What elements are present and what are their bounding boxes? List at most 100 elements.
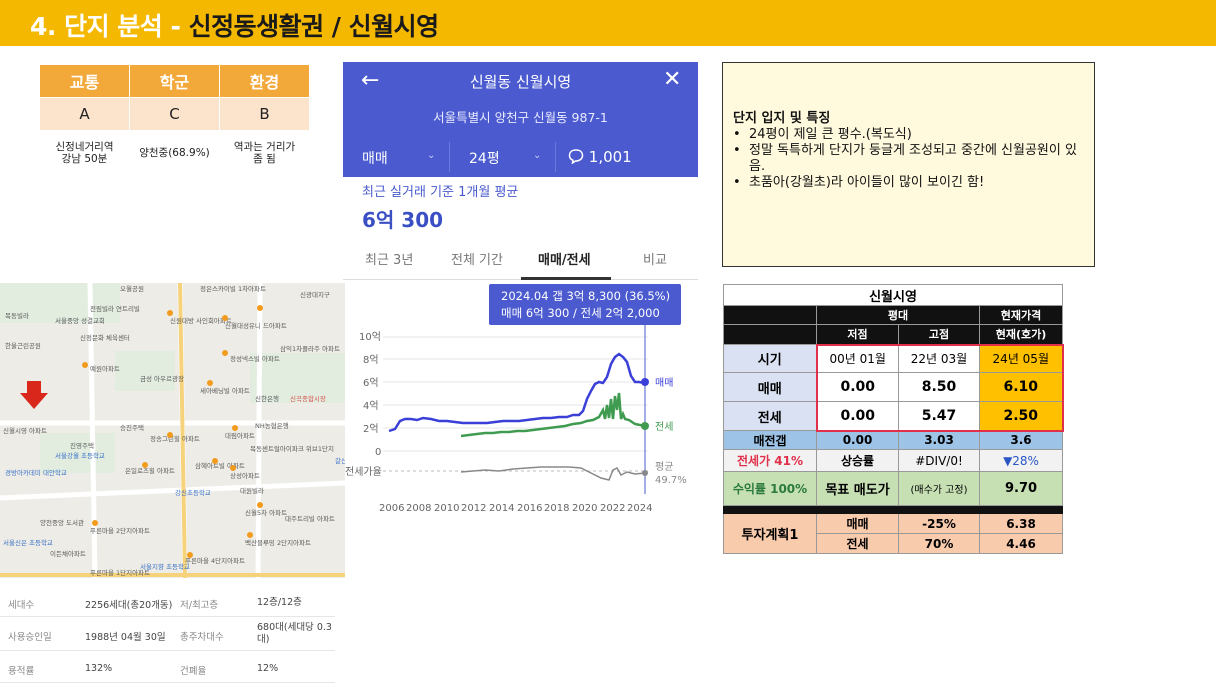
back-arrow-icon[interactable]: ← xyxy=(361,68,380,93)
tooltip-box xyxy=(489,284,681,325)
map-label: 목동빌라 xyxy=(5,311,29,320)
score-detail-environment: 역과는 거리가 좀 됨 xyxy=(219,130,310,176)
x-tick: 2012 xyxy=(461,503,486,514)
period-low: 00년 01월 xyxy=(815,343,899,373)
y-tick: 6억 xyxy=(363,377,379,389)
avg-label: 최근 실거래 기준 1개월 평균 xyxy=(362,185,519,200)
row-sale-label: 매매 xyxy=(723,372,817,402)
header-blank xyxy=(723,305,817,325)
map-label: 경방아카데미 대안학교 xyxy=(5,468,67,477)
score-table: 교통 학군 환경 A C B 신정네거리역 강남 50분 양천중(68.9%) 역… xyxy=(39,64,310,176)
rise-value: #DIV/0! xyxy=(898,449,980,472)
y-tick: 2억 xyxy=(363,423,379,435)
ratio-axis-label: 전세가율 xyxy=(345,466,382,478)
trade-type-dropdown[interactable]: 매매 xyxy=(362,151,388,167)
x-tick: 2018 xyxy=(544,503,569,514)
score-grade-school: C xyxy=(129,97,220,131)
stat-value: 12층/12층 xyxy=(257,597,302,608)
series-legend: 매매 전세 평균 49.7% xyxy=(655,377,687,486)
gap-label: 매전갭 xyxy=(723,430,817,450)
target-value: 9.70 xyxy=(978,471,1064,506)
period-now: 24년 05월 xyxy=(978,343,1064,373)
tab-all-period[interactable]: 전체 기간 xyxy=(451,253,503,268)
jeonse-marker xyxy=(641,422,649,430)
map-label: 대림아파트 xyxy=(225,431,255,440)
map-label: 정송그린힐 아파트 xyxy=(150,434,200,443)
map-label: 신광대지구 xyxy=(300,290,330,299)
chevron-down-icon: ⌄ xyxy=(427,150,436,161)
map-label: 삼혜아트빌 아파트 xyxy=(195,461,245,470)
title-prefix: 4. 단지 분석 - xyxy=(30,12,189,41)
active-tab-indicator xyxy=(521,277,611,280)
size-dropdown[interactable]: 24평 xyxy=(469,151,500,167)
map-label: 승진주택 xyxy=(120,423,144,432)
header-low: 저점 xyxy=(816,324,899,345)
header-avg: 평대 xyxy=(816,305,980,325)
tab-sale-jeonse[interactable]: 매매/전세 xyxy=(538,253,591,268)
map-label: 한울근린공원 xyxy=(5,341,41,350)
comment-button[interactable]: 1,001 xyxy=(568,146,632,166)
plan-sale-pct: -25% xyxy=(898,513,980,534)
header-high: 고점 xyxy=(898,324,980,345)
y-tick: 8억 xyxy=(363,354,379,366)
target-label: 목표 매도가 xyxy=(816,471,899,506)
sale-series-line xyxy=(388,352,646,433)
complex-title: 신월동 신월시영 xyxy=(469,73,572,91)
y-tick: 0 xyxy=(375,447,381,458)
plan-label: 투자계획1 xyxy=(723,513,817,554)
feature-item: 정말 독특하게 단지가 둥글게 조성되고 중간에 신월공원이 있음. xyxy=(733,143,1088,175)
jeonse-now: 2.50 xyxy=(978,401,1064,432)
stat-value: 12% xyxy=(257,663,279,674)
comment-count: 1,001 xyxy=(588,148,632,166)
map-label: 은일로즈힐 아파트 xyxy=(125,466,175,475)
detail-line: 강남 50분 xyxy=(61,153,108,165)
title-main: 신정동생활권 / 신월시영 xyxy=(188,12,440,41)
legend-sale: 매매 xyxy=(655,377,673,389)
x-tick: 2016 xyxy=(517,503,542,514)
map-label: 신한은행 xyxy=(255,394,279,403)
x-tick: 2014 xyxy=(489,503,514,514)
location-pin-icon xyxy=(20,381,48,409)
gap-now: 3.6 xyxy=(978,430,1064,450)
features-heading: 단지 입지 및 특징 xyxy=(733,111,831,126)
rise-now: ▼28% xyxy=(978,449,1064,472)
yield-label: 수익률 100% xyxy=(723,471,817,506)
map-canvas: 오월공원 정은스카이빌 1차아파트 신광대지구 목동빌라 전림빌라 연트리빌 서… xyxy=(0,283,345,578)
ratio-avg-value: 49.7% xyxy=(655,475,687,486)
map-label: 신월대성유니 드아파트 xyxy=(225,321,287,330)
comment-icon xyxy=(568,149,584,165)
map-label: 목동센트럴아이파크 위브1단지 xyxy=(250,444,334,453)
table-caption: 신월시영 xyxy=(722,284,1064,306)
chevron-down-icon: ⌄ xyxy=(533,150,542,161)
map-label: 이든채아파트 xyxy=(50,549,86,558)
row-period-label: 시기 xyxy=(723,344,817,373)
tab-recent-3y[interactable]: 최근 3년 xyxy=(365,253,414,268)
features-list: 24평이 제일 큰 평수.(복도식) 정말 독특하게 단지가 둥글게 조성되고 … xyxy=(733,127,1088,191)
detail-line: 좀 됨 xyxy=(253,153,276,165)
neighborhood-map[interactable]: 오월공원 정은스카이빌 1차아파트 신광대지구 목동빌라 전림빌라 연트리빌 서… xyxy=(0,283,345,578)
tab-compare[interactable]: 비교 xyxy=(643,253,667,268)
map-label: 강신초등학교 xyxy=(175,488,211,497)
gap-high: 3.03 xyxy=(898,430,980,450)
header-now-price: 현재가격 xyxy=(978,305,1064,325)
x-tick: 2008 xyxy=(406,503,431,514)
stats-row: 사용승인일 1988년 04월 30일 총주차대수 680대(세대당 0.3대) xyxy=(0,617,335,651)
close-icon[interactable]: ✕ xyxy=(663,67,682,92)
map-label: 전림빌라 연트리빌 xyxy=(90,304,140,313)
header-blank xyxy=(723,324,817,345)
title-banner: 4. 단지 분석 - 신정동생활권 / 신월시영 xyxy=(0,0,1216,46)
complex-address: 서울특별시 양천구 신월동 987-1 xyxy=(433,110,608,125)
map-label: 백산블루밍 2단지아파트 xyxy=(245,538,311,547)
map-parks xyxy=(0,283,345,473)
separator-bar xyxy=(722,505,1064,514)
stat-key: 사용승인일 xyxy=(8,632,52,643)
map-label: 신정문화 체육센터 xyxy=(80,333,130,342)
map-label: 푸른마을 2단지아파트 xyxy=(90,526,150,535)
map-label: 대원빌라 xyxy=(240,486,264,495)
stats-row: 세대수 2256세대(총20개동) 저/최고층 12층/12층 xyxy=(0,585,335,617)
x-tick: 2022 xyxy=(600,503,625,514)
stat-key: 건폐율 xyxy=(180,666,207,677)
sale-marker xyxy=(641,378,649,386)
x-tick: 2006 xyxy=(379,503,404,514)
